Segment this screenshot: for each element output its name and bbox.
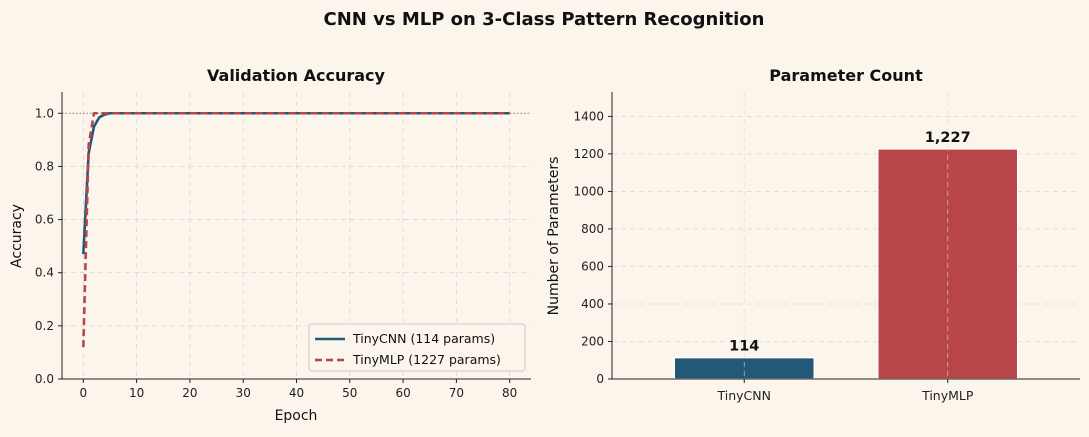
- accuracy-chart: Validation Accuracy 0 10 20 30 40 50 60 70 80 0.0…: [9, 66, 531, 424]
- y-tick-label: 1000: [573, 184, 604, 198]
- x-tick-label: 10: [129, 386, 144, 400]
- x-tick-label: 50: [342, 386, 357, 400]
- parameter-bars: [673, 148, 1019, 380]
- x-tick-label: 60: [395, 386, 410, 400]
- x-tick-label: 20: [182, 386, 197, 400]
- accuracy-chart-title: Validation Accuracy: [207, 66, 386, 85]
- figure-title: CNN vs MLP on 3-Class Pattern Recognitio…: [324, 9, 765, 30]
- legend-box: [308, 323, 526, 372]
- parameter-y-axis-label: Number of Parameters: [546, 157, 562, 316]
- x-tick-label-tinycnn: TinyCNN: [717, 388, 771, 403]
- parameter-chart-title: Parameter Count: [769, 66, 923, 85]
- x-tick-label: 40: [289, 386, 304, 400]
- x-tick-label: 0: [79, 386, 87, 400]
- parameter-axes: [608, 92, 1080, 383]
- y-tick-label: 0.0: [35, 372, 54, 386]
- accuracy-legend: TinyCNN (114 params) TinyMLP (1227 params…: [308, 323, 526, 372]
- y-tick-label: 1200: [573, 147, 604, 161]
- value-label-tinymlp: 1,227: [925, 130, 971, 146]
- accuracy-series: [82, 111, 510, 348]
- y-tick-label: 0.2: [35, 319, 54, 333]
- accuracy-y-axis-label: Accuracy: [9, 204, 25, 268]
- y-tick-label: 0.4: [35, 266, 54, 280]
- y-tick-label: 1.0: [35, 106, 54, 120]
- parameter-chart: Parameter Count 0 200 400 600 800 1000 1200 140…: [546, 66, 1080, 403]
- y-tick-label: 0: [596, 372, 604, 386]
- y-tick-label: 600: [581, 259, 604, 273]
- x-tick-label: 30: [236, 386, 251, 400]
- x-tick-label-tinymlp: TinyMLP: [921, 388, 974, 403]
- y-tick-label: 0.6: [35, 213, 54, 227]
- parameter-value-labels: 114 1,227: [729, 130, 971, 355]
- tinymlp-line: [82, 111, 510, 348]
- tinycnn-line: [82, 111, 510, 255]
- legend-label-tinycnn: TinyCNN (114 params): [352, 331, 495, 346]
- x-tick-label: 70: [449, 386, 464, 400]
- accuracy-x-axis-label: Epoch: [275, 408, 318, 424]
- parameter-vertical-gridlines: [743, 92, 949, 379]
- y-tick-label: 800: [581, 222, 604, 236]
- y-tick-label: 400: [581, 297, 604, 311]
- y-tick-label: 200: [581, 334, 604, 348]
- y-tick-label: 1400: [573, 109, 604, 123]
- legend-label-tinymlp: TinyMLP (1227 params): [352, 352, 501, 367]
- x-tick-label: 80: [502, 386, 517, 400]
- value-label-tinycnn: 114: [729, 339, 759, 355]
- y-tick-label: 0.8: [35, 159, 54, 173]
- accuracy-tick-labels: 0 10 20 30 40 50 60 70 80 0.0 0.2 0.4 0.6 0.8 1.0: [35, 106, 517, 400]
- parameter-tick-labels: 0 200 400 600 800 1000 1200 1400 TinyCNN TinyMLP: [573, 109, 973, 403]
- accuracy-axes: [58, 92, 531, 383]
